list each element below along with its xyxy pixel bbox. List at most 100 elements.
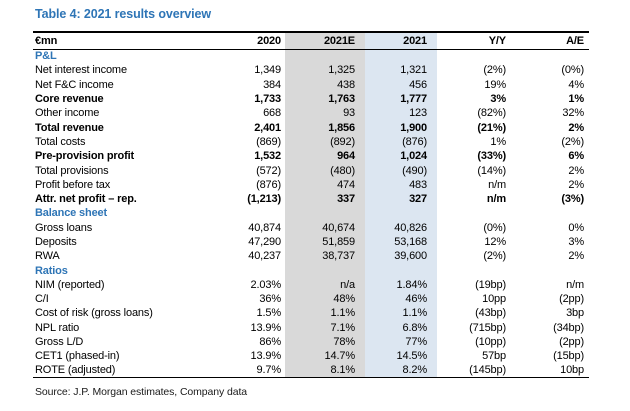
cell-value: 38,737 — [285, 249, 365, 264]
cell-label: NPL ratio — [35, 321, 80, 334]
cell-value: 13.9% — [250, 350, 282, 363]
cell-value: 48% — [285, 292, 365, 307]
cell-value: 2% — [568, 164, 584, 177]
cell-value: 2,401 — [254, 121, 281, 134]
cell-label: Pre-provision profit — [35, 150, 135, 163]
table-row: Attr. net profit – rep. (1,213) 337 327 n/m (… — [33, 191, 589, 207]
cell-value: 40,237 — [248, 250, 281, 263]
cell-value: 40,826 — [365, 220, 437, 235]
table-row: Gross L/D 86% 78% 77% (10pp) (2pp) — [33, 334, 589, 350]
cell-value: 7.1% — [285, 320, 365, 335]
cell-value: 1,777 — [365, 91, 437, 107]
cell-label: Profit before tax — [35, 178, 111, 191]
table-row: NPL ratio 13.9% 7.1% 6.8% (715bp) (34bp) — [33, 320, 589, 335]
cell-value: 12% — [484, 236, 506, 248]
cell-value: 78% — [285, 334, 365, 350]
table-row: CET1 (phased-in) 13.9% 14.7% 14.5% 57bp (15bp… — [33, 349, 589, 364]
cell-value: 3% — [568, 236, 584, 248]
table-row: Total provisions (572) (480) (490) (14%) 2% — [33, 163, 589, 178]
cell-label: P&L — [35, 50, 57, 63]
cell-value: (14%) — [477, 164, 506, 177]
header-2020: 2020 — [194, 31, 285, 50]
cell-value — [365, 206, 437, 221]
table-row: Pre-provision profit 1,532 964 1,024 (33%) 6% — [33, 149, 589, 164]
cell-value: 2.03% — [250, 278, 282, 291]
header-2021: 2021 — [365, 31, 437, 50]
cell-value: 13.9% — [250, 321, 282, 334]
cell-value: n/a — [285, 277, 365, 293]
table-row: ROTE (adjusted) 9.7% 8.1% 8.2% (145bp) 10bp — [33, 363, 589, 379]
cell-value: 384 — [263, 78, 281, 91]
header-2021e: 2021E — [285, 31, 365, 50]
cell-value: n/m — [486, 193, 506, 206]
section-row: P&L — [33, 49, 589, 64]
cell-label: Ratios — [35, 264, 68, 277]
cell-value — [285, 206, 365, 221]
cell-value: 1% — [568, 93, 584, 106]
cell-label: RWA — [35, 250, 60, 263]
cell-value — [194, 263, 285, 277]
cell-value: (1,213) — [247, 193, 281, 206]
cell-value: 32% — [562, 107, 584, 120]
cell-value: 10pp — [482, 293, 506, 306]
table-row: Net interest income 1,349 1,325 1,321 (2%) (0… — [33, 63, 589, 78]
cell-value: 10bp — [513, 363, 589, 379]
cell-value: 123 — [365, 106, 437, 121]
cell-value: (3%) — [561, 193, 584, 206]
cell-value: 438 — [285, 77, 365, 92]
table-row: Total revenue 2,401 1,856 1,900 (21%) 2% — [33, 120, 589, 135]
cell-value: 1% — [490, 135, 506, 148]
cell-value: (21%) — [477, 121, 506, 134]
cell-value: 327 — [365, 191, 437, 207]
cell-value — [194, 206, 285, 220]
section-row: Balance sheet — [33, 206, 589, 221]
cell-value: 40,874 — [248, 221, 281, 234]
header-unit: €mn — [33, 31, 194, 50]
cell-value: 14.7% — [285, 349, 365, 364]
cell-value: 1.1% — [365, 306, 437, 321]
table-row: Profit before tax (876) 474 483 n/m 2% — [33, 177, 589, 192]
cell-value — [285, 49, 365, 64]
cell-value: (2%) — [483, 64, 506, 77]
cell-label: Balance sheet — [35, 207, 108, 220]
cell-value: (82%) — [477, 107, 506, 120]
cell-value: 39,600 — [365, 249, 437, 264]
cell-value: 668 — [263, 107, 281, 120]
cell-label: C/I — [35, 293, 49, 306]
cell-value: 36% — [259, 293, 281, 306]
header-row: €mn 2020 2021E 2021 Y/Y A/E — [33, 31, 589, 50]
cell-value: 51,859 — [285, 234, 365, 250]
cell-value — [437, 263, 513, 277]
cell-value: 93 — [285, 106, 365, 121]
table-header: €mn 2020 2021E 2021 Y/Y A/E — [33, 31, 589, 50]
cell-value: (715bp) — [469, 321, 506, 334]
cell-value — [365, 49, 437, 64]
cell-value: n/m — [566, 278, 584, 291]
cell-value: 3% — [490, 93, 506, 106]
cell-value: 2% — [568, 178, 584, 191]
cell-label: Core revenue — [35, 93, 104, 106]
cell-label: Net interest income — [35, 64, 127, 77]
table-row: Deposits 47,290 51,859 53,168 12% 3% — [33, 234, 589, 250]
cell-value: (2pp) — [559, 336, 584, 349]
cell-value: (19bp) — [475, 278, 506, 291]
cell-value — [513, 206, 589, 220]
header-yoy: Y/Y — [437, 31, 513, 50]
cell-value: 19% — [484, 78, 506, 91]
cell-value: (33%) — [477, 150, 506, 163]
cell-label: Total costs — [35, 135, 86, 148]
cell-value: 1,325 — [285, 63, 365, 78]
cell-label: Other income — [35, 107, 100, 120]
cell-value: (869) — [256, 135, 281, 148]
cell-value: (876) — [365, 134, 437, 150]
cell-value: 40,674 — [285, 220, 365, 235]
cell-value: 1,900 — [365, 120, 437, 135]
header-ae: A/E — [513, 31, 589, 50]
cell-value: 474 — [285, 177, 365, 192]
results-table-container: €mn 2020 2021E 2021 Y/Y A/E P&L Net inter… — [33, 31, 589, 379]
cell-label: Gross L/D — [35, 336, 84, 349]
cell-value: 1,856 — [285, 120, 365, 135]
cell-value — [513, 49, 589, 63]
section-row: Ratios — [33, 263, 589, 278]
table-row: Gross loans 40,874 40,674 40,826 (0%) 0% — [33, 220, 589, 235]
